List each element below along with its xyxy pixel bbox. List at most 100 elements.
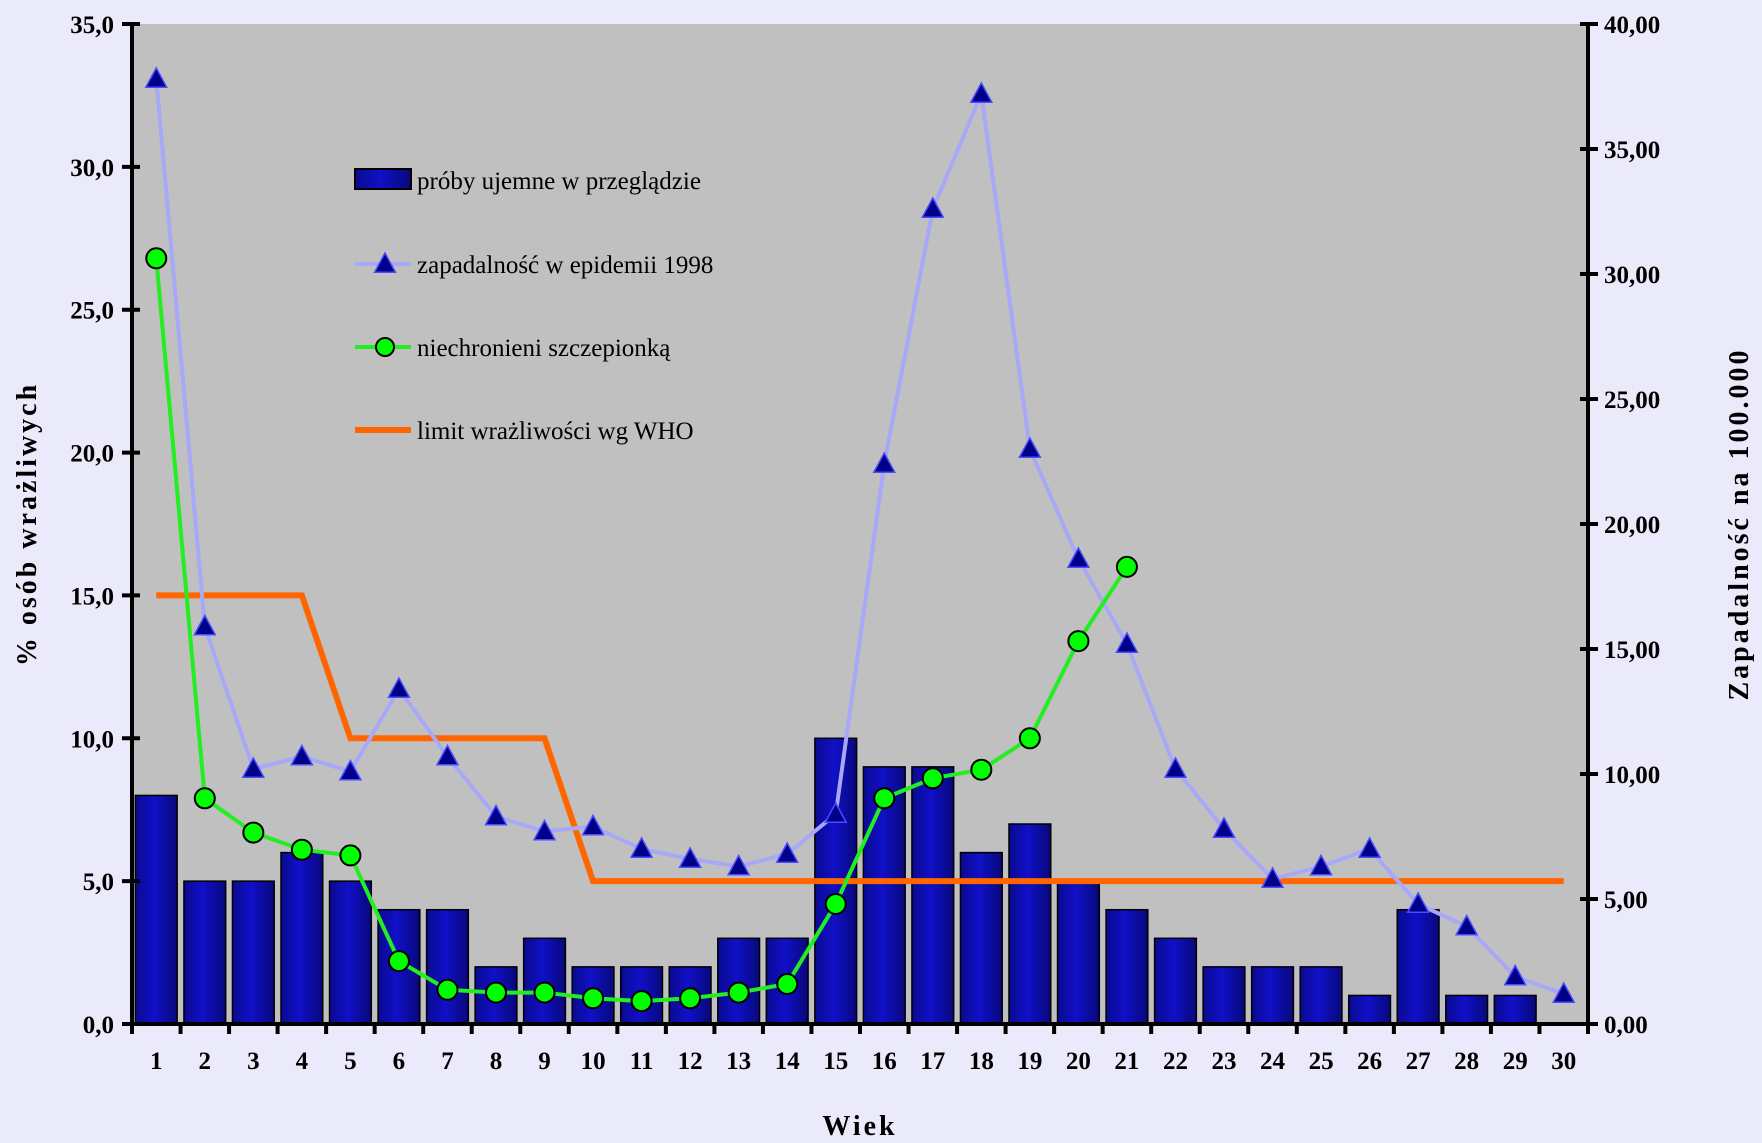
incidence-marker bbox=[775, 841, 799, 863]
incidence-marker bbox=[1503, 963, 1527, 986]
y2-tick-label: 5,00 bbox=[1604, 887, 1648, 914]
bar bbox=[183, 880, 227, 1025]
unprotected-marker bbox=[339, 844, 362, 867]
axes: 0,0 5,0 10,0 15,0 20,0 25,0 30,0 35,0 0,00 5,00 10… bbox=[70, 12, 1660, 1075]
bar bbox=[134, 794, 178, 1025]
x-tick-label: 12 bbox=[678, 1048, 703, 1075]
incidence-marker bbox=[1357, 836, 1382, 858]
incidence-marker bbox=[678, 846, 702, 868]
unprotected-marker bbox=[1018, 727, 1041, 750]
x-tick-label: 3 bbox=[247, 1048, 260, 1075]
incidence-marker bbox=[1212, 816, 1236, 838]
y-tick-label: 5,0 bbox=[83, 869, 114, 896]
x-tick-label: 27 bbox=[1406, 1048, 1431, 1075]
x-tick-label: 29 bbox=[1503, 1048, 1528, 1075]
incidence-marker bbox=[629, 836, 654, 858]
incidence-marker bbox=[435, 743, 460, 766]
y2-axis-title: Zapadalność na 100.000 bbox=[1724, 347, 1755, 700]
y-tick-label: 35,0 bbox=[70, 12, 114, 39]
y2-tick-label: 20,00 bbox=[1604, 512, 1660, 539]
incidence-marker bbox=[1260, 866, 1285, 888]
x-tick-label: 8 bbox=[490, 1048, 503, 1075]
unprotected-marker bbox=[1115, 555, 1138, 578]
bar bbox=[1202, 966, 1246, 1025]
y-tick-label: 0,0 bbox=[83, 1012, 114, 1039]
unprotected-marker bbox=[290, 838, 313, 861]
y2-tick-label: 40,00 bbox=[1604, 12, 1660, 39]
incidence-marker bbox=[338, 758, 363, 781]
incidence-marker bbox=[144, 66, 168, 88]
incidence-marker bbox=[290, 743, 314, 766]
x-tick-label: 4 bbox=[296, 1048, 309, 1075]
incidence-marker bbox=[1066, 546, 1091, 568]
unprotected-marker bbox=[921, 767, 944, 790]
incidence-marker bbox=[1552, 981, 1576, 1003]
x-tick-label: 11 bbox=[630, 1048, 654, 1075]
x-tick-label: 6 bbox=[393, 1048, 406, 1075]
bar bbox=[231, 880, 275, 1025]
bar bbox=[1396, 908, 1440, 1025]
bar bbox=[862, 766, 906, 1025]
incidence-marker bbox=[921, 196, 945, 218]
x-tick-label: 17 bbox=[920, 1048, 945, 1075]
legend-label-unprotected: niechronieni szczepionką bbox=[417, 335, 671, 362]
bar bbox=[1493, 994, 1537, 1025]
unprotected-marker bbox=[776, 973, 799, 995]
x-tick-label: 2 bbox=[199, 1048, 212, 1075]
x-tick-label: 13 bbox=[726, 1048, 751, 1075]
unprotected-marker bbox=[1067, 630, 1090, 653]
incidence-marker bbox=[1454, 913, 1479, 936]
incidence-marker bbox=[969, 81, 994, 103]
incidence-marker bbox=[532, 818, 557, 841]
incidence-marker bbox=[1406, 891, 1430, 913]
y-tick-label: 20,0 bbox=[70, 441, 114, 468]
bar bbox=[765, 937, 809, 1025]
legend-marker-triangle bbox=[373, 251, 397, 273]
unprotected-marker bbox=[873, 787, 896, 810]
bar-series bbox=[134, 737, 1537, 1025]
x-tick-label: 1 bbox=[150, 1048, 163, 1075]
y2-tick-label: 0,00 bbox=[1604, 1012, 1648, 1039]
y2-tick-label: 15,00 bbox=[1604, 637, 1660, 664]
unprotected-marker bbox=[436, 978, 459, 1001]
line-series bbox=[144, 66, 1576, 1013]
y2-tick-label: 35,00 bbox=[1604, 137, 1660, 164]
incidence-marker bbox=[726, 853, 751, 876]
bar bbox=[328, 880, 373, 1025]
bar bbox=[1347, 994, 1392, 1025]
incidence-marker bbox=[241, 756, 266, 778]
x-tick-label: 26 bbox=[1357, 1048, 1382, 1075]
incidence-marker bbox=[1018, 436, 1042, 458]
unprotected-marker bbox=[387, 950, 410, 973]
x-tick-label: 24 bbox=[1260, 1048, 1286, 1075]
x-tick-label: 7 bbox=[441, 1048, 454, 1075]
bar bbox=[911, 766, 955, 1025]
y2-tick-label: 10,00 bbox=[1604, 762, 1660, 789]
bar bbox=[425, 908, 470, 1025]
y-axis-title: % osób wrażliwych bbox=[12, 382, 43, 666]
bar bbox=[1105, 908, 1149, 1025]
y-tick-label: 15,0 bbox=[70, 583, 114, 610]
legend-marker-circle bbox=[375, 337, 395, 357]
unprotected-marker bbox=[679, 987, 702, 1010]
y-tick-label: 10,0 bbox=[70, 726, 114, 753]
incidence-marker bbox=[872, 451, 896, 473]
legend-label-who-limit: limit wrażliwości wg WHO bbox=[417, 418, 694, 445]
x-tick-label: 30 bbox=[1551, 1048, 1576, 1075]
legend-label-bars: próby ujemne w przeglądzie bbox=[417, 168, 701, 195]
x-tick-label: 5 bbox=[344, 1048, 357, 1075]
y2-tick-label: 30,00 bbox=[1604, 262, 1660, 289]
unprotected-marker bbox=[824, 893, 847, 915]
x-tick-label: 19 bbox=[1017, 1048, 1042, 1075]
incidence-marker bbox=[824, 801, 848, 823]
bar bbox=[1250, 966, 1295, 1025]
incidence-marker bbox=[1309, 853, 1333, 876]
plot-area bbox=[132, 24, 1588, 1024]
unprotected-marker bbox=[145, 247, 168, 270]
x-tick-label: 23 bbox=[1212, 1048, 1237, 1075]
unprotected-marker bbox=[630, 990, 653, 1013]
incidence-marker bbox=[484, 803, 508, 826]
bar bbox=[1056, 880, 1101, 1025]
y2-tick-label: 25,00 bbox=[1604, 387, 1660, 414]
